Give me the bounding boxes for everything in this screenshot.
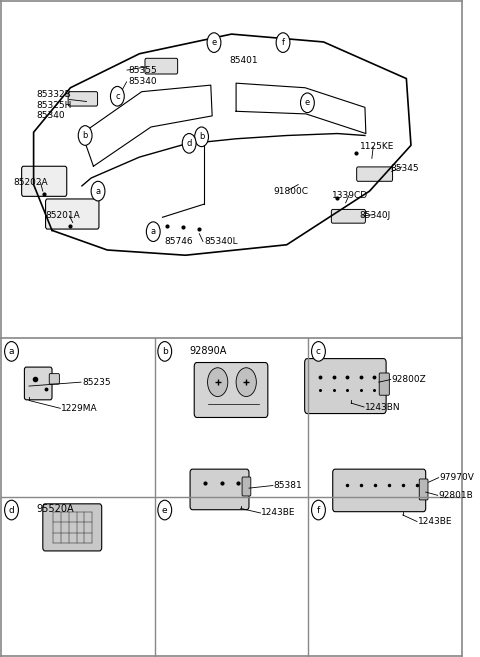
- Circle shape: [5, 500, 18, 520]
- Text: 85340: 85340: [36, 112, 64, 120]
- FancyBboxPatch shape: [419, 479, 428, 500]
- Text: f: f: [282, 38, 285, 47]
- Text: 85355: 85355: [128, 66, 156, 75]
- Text: 1243BE: 1243BE: [418, 517, 452, 526]
- FancyBboxPatch shape: [49, 374, 60, 384]
- Circle shape: [158, 500, 172, 520]
- Text: 1243BN: 1243BN: [365, 403, 401, 411]
- Text: 95520A: 95520A: [36, 505, 73, 514]
- Circle shape: [207, 368, 228, 397]
- Circle shape: [91, 181, 105, 201]
- Text: b: b: [83, 131, 88, 140]
- Text: f: f: [317, 505, 320, 514]
- Text: c: c: [115, 92, 120, 101]
- Circle shape: [78, 125, 92, 145]
- Circle shape: [312, 500, 325, 520]
- Text: 85381: 85381: [274, 481, 302, 490]
- Text: 92800Z: 92800Z: [392, 375, 426, 384]
- Text: 92890A: 92890A: [189, 346, 227, 355]
- Circle shape: [236, 368, 256, 397]
- Circle shape: [276, 33, 290, 53]
- Circle shape: [182, 133, 196, 153]
- Text: b: b: [199, 132, 204, 141]
- Text: a: a: [96, 187, 101, 196]
- Circle shape: [312, 342, 325, 361]
- Text: 85401: 85401: [229, 56, 258, 65]
- Text: a: a: [151, 227, 156, 236]
- Text: 85340L: 85340L: [204, 237, 238, 246]
- FancyBboxPatch shape: [22, 166, 67, 196]
- FancyBboxPatch shape: [68, 92, 97, 106]
- Text: 91800C: 91800C: [273, 187, 308, 196]
- Text: 85332B: 85332B: [36, 91, 71, 99]
- Text: d: d: [186, 139, 192, 148]
- Text: 1339CD: 1339CD: [332, 191, 368, 200]
- Text: c: c: [316, 347, 321, 356]
- FancyBboxPatch shape: [190, 469, 249, 510]
- Text: d: d: [9, 505, 14, 514]
- Circle shape: [158, 342, 172, 361]
- Circle shape: [146, 222, 160, 242]
- Circle shape: [195, 127, 208, 147]
- Text: 85235: 85235: [82, 378, 110, 387]
- FancyBboxPatch shape: [46, 199, 99, 229]
- Circle shape: [110, 87, 124, 106]
- Circle shape: [5, 342, 18, 361]
- Text: 92801B: 92801B: [439, 491, 473, 500]
- Text: 85201A: 85201A: [45, 212, 80, 221]
- Text: e: e: [305, 99, 310, 107]
- FancyBboxPatch shape: [145, 58, 178, 74]
- Text: 1243BE: 1243BE: [262, 509, 296, 518]
- FancyBboxPatch shape: [305, 359, 386, 413]
- FancyBboxPatch shape: [333, 469, 426, 512]
- FancyBboxPatch shape: [242, 477, 251, 496]
- Text: b: b: [162, 347, 168, 356]
- Text: a: a: [9, 347, 14, 356]
- Text: 85345: 85345: [390, 164, 419, 173]
- Text: 1125KE: 1125KE: [360, 142, 395, 151]
- Circle shape: [300, 93, 314, 112]
- Text: 85202A: 85202A: [13, 178, 48, 187]
- Text: e: e: [162, 505, 168, 514]
- Text: 85325H: 85325H: [36, 101, 71, 110]
- Text: 1229MA: 1229MA: [61, 404, 98, 413]
- Circle shape: [207, 33, 221, 53]
- Text: 97970V: 97970V: [440, 473, 474, 482]
- FancyBboxPatch shape: [357, 167, 393, 181]
- FancyBboxPatch shape: [379, 373, 389, 396]
- Text: 85746: 85746: [165, 237, 193, 246]
- Text: 85340: 85340: [128, 78, 156, 86]
- Text: e: e: [211, 38, 216, 47]
- FancyBboxPatch shape: [331, 210, 365, 223]
- Text: 85340J: 85340J: [360, 212, 391, 221]
- FancyBboxPatch shape: [194, 363, 268, 417]
- FancyBboxPatch shape: [24, 367, 52, 400]
- FancyBboxPatch shape: [43, 504, 102, 551]
